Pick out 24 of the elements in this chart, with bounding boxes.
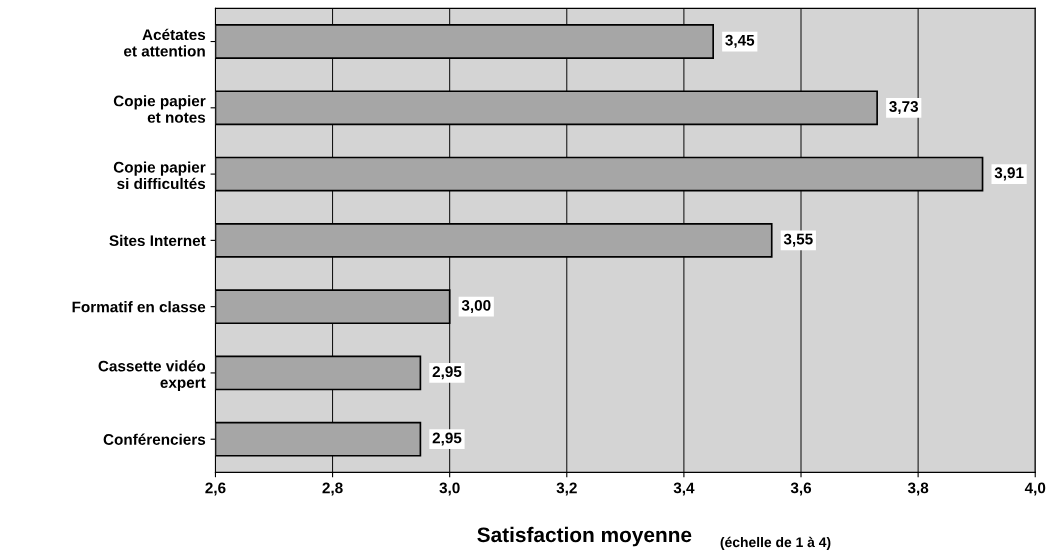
- x-tick-label: 3,4: [673, 482, 695, 496]
- data-label: 3,73: [889, 101, 919, 115]
- y-tick-label: Acétates et attention: [124, 28, 206, 57]
- x-tick-label: 2,6: [205, 482, 226, 496]
- data-label: 3,00: [461, 299, 491, 313]
- y-tick-label: Copie papier si difficultés: [113, 161, 206, 190]
- x-axis-title: Satisfaction moyenne: [477, 526, 692, 547]
- data-label: 3,91: [994, 167, 1024, 181]
- data-label: 2,95: [432, 432, 462, 446]
- y-tick-label: Sites Internet: [109, 234, 206, 247]
- y-tick-label: Copie papier et notes: [113, 95, 206, 123]
- y-tick-label: Cassette vidéo expert: [98, 360, 206, 391]
- x-tick-label: 2,8: [322, 482, 343, 496]
- x-tick-label: 3,2: [556, 482, 577, 496]
- y-tick-label: Conférenciers: [103, 433, 206, 445]
- data-label: 3,55: [783, 233, 813, 247]
- y-tick-label: Formatif en classe: [72, 301, 206, 313]
- x-tick-label: 3,0: [439, 482, 460, 496]
- data-label: 3,45: [725, 34, 755, 48]
- data-label: 2,95: [432, 366, 462, 380]
- x-tick-label: 3,6: [790, 482, 812, 496]
- x-tick-label: 3,8: [907, 482, 929, 496]
- text: (échelle de 1 à 4): [720, 536, 831, 550]
- x-tick-label: 4,0: [1024, 482, 1046, 496]
